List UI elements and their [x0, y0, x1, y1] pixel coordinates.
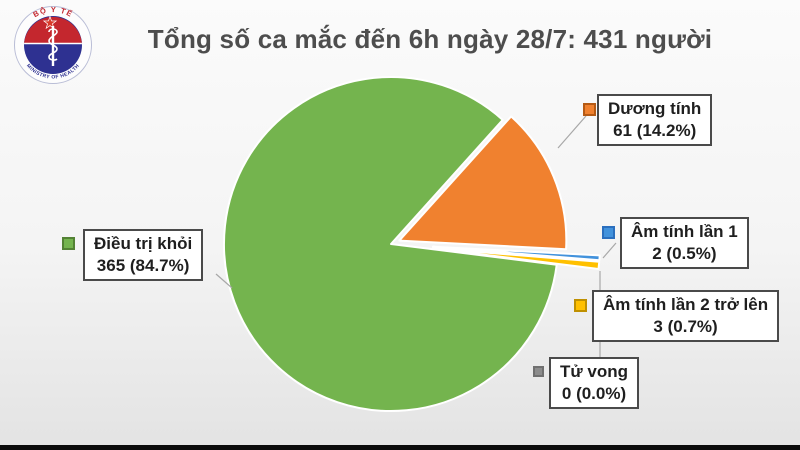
data-label-value: 2 (0.5%) [652, 243, 717, 263]
data-label-name: Điều trị khỏi [94, 234, 193, 253]
svg-text:BỘ Y TẾ: BỘ Y TẾ [32, 5, 75, 19]
leader-line-dieu-tri-khoi [215, 273, 233, 289]
legend-marker-am-tinh-lan-1 [602, 226, 615, 239]
pie-slice-am-tinh-lan-1 [431, 245, 601, 262]
pie-slices-group [222, 76, 601, 412]
leader-line-am-tinh-lan-1 [602, 242, 617, 259]
data-label-value: 3 (0.7%) [653, 316, 718, 336]
data-label-name: Âm tính lần 2 trở lên [603, 295, 769, 314]
legend-marker-dieu-tri-khoi [62, 237, 75, 250]
data-label-duong-tinh: Dương tính 61 (14.2%) [597, 94, 713, 146]
asclepius-rod-icon [48, 26, 58, 66]
pie-slice-duong-tinh [398, 115, 568, 251]
data-label-am-tinh-lan-2: Âm tính lần 2 trở lên 3 (0.7%) [592, 290, 780, 342]
data-label-value: 0 (0.0%) [561, 383, 627, 403]
data-label-name: Dương tính [608, 99, 702, 118]
data-label-dieu-tri-khoi: Điều trị khỏi 365 (84.7%) [83, 229, 204, 281]
data-label-value: 61 (14.2%) [613, 120, 697, 140]
data-label-name: Tử vong [560, 362, 629, 381]
data-label-value: 365 (84.7%) [96, 255, 190, 275]
ministry-of-health-logo: BỘ Y TẾ MINISTRY OF HEALTH [4, 0, 104, 100]
bottom-letterbox-bar [0, 445, 800, 450]
data-label-name: Âm tính lần 1 [631, 222, 738, 241]
legend-marker-duong-tinh [583, 103, 596, 116]
pie-slice-am-tinh-lan-2-tro-len [431, 247, 601, 270]
leader-line-duong-tinh [557, 115, 587, 149]
data-label-tu-vong: Tử vong 0 (0.0%) [549, 357, 640, 409]
ministry-of-health-emblem-icon: BỘ Y TẾ MINISTRY OF HEALTH [14, 5, 92, 84]
legend-marker-am-tinh-lan-2 [574, 299, 587, 312]
chart-title: Tổng số ca mắc đến 6h ngày 28/7: 431 ngư… [147, 24, 713, 54]
pie-slice-dieu-tri-khoi [222, 76, 558, 412]
legend-marker-tu-vong [533, 366, 544, 377]
red-star-icon [42, 15, 58, 30]
logo-top-text: BỘ Y TẾ [32, 5, 74, 19]
data-label-am-tinh-lan-1: Âm tính lần 1 2 (0.5%) [620, 217, 749, 269]
